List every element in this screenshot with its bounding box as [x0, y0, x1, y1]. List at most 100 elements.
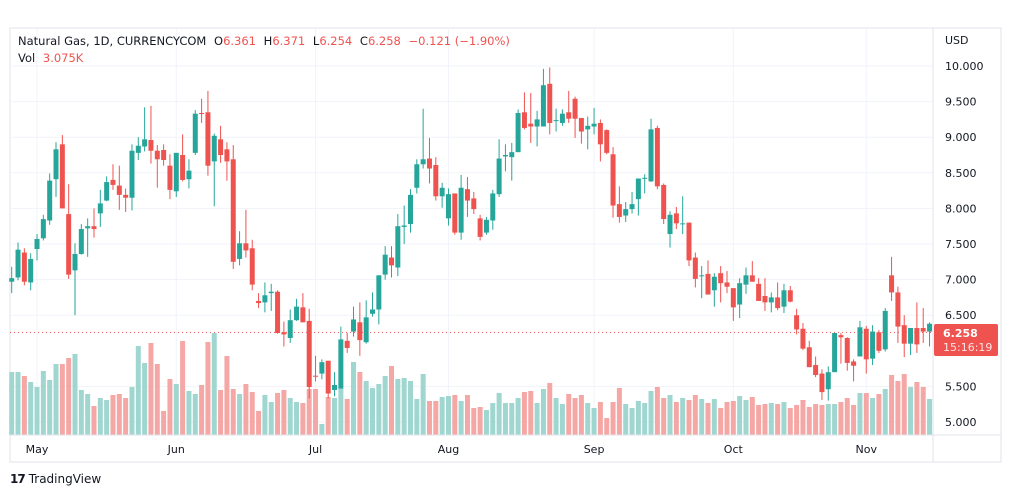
volume-bar [148, 343, 154, 435]
price-tick-label: 9.500 [945, 96, 977, 109]
volume-bar [908, 387, 914, 435]
time-axis[interactable]: May Jun Jul Aug Sep Oct Nov [26, 443, 878, 456]
tradingview-brand[interactable]: 17 TradingView [10, 472, 101, 486]
volume-bar [889, 375, 895, 435]
candle-body [28, 258, 34, 283]
candle [509, 142, 515, 181]
candle [547, 67, 553, 135]
candle [629, 192, 635, 214]
candle-body [154, 150, 160, 160]
candle-body [553, 120, 559, 122]
candle-body [148, 140, 154, 151]
candle [15, 242, 21, 281]
volume-bar [53, 364, 59, 435]
volume-bar [407, 381, 413, 435]
candle-body [332, 384, 338, 390]
volume-bar [673, 402, 679, 435]
candle [521, 92, 527, 130]
candle-body [91, 226, 97, 230]
candle-body [338, 339, 344, 389]
candle-body [737, 283, 743, 305]
month-tick-label: Sep [584, 443, 605, 456]
candle [572, 96, 578, 138]
candle [832, 333, 838, 373]
volume-bar [927, 399, 933, 435]
volume-bar [294, 402, 300, 435]
volume-bar [332, 398, 338, 435]
candle [59, 135, 65, 209]
candle-body [825, 372, 831, 390]
volume-bar [21, 376, 27, 435]
candle-body [237, 243, 243, 259]
candle-body [142, 139, 148, 147]
volume-bar [737, 396, 743, 435]
volume-bar [420, 374, 426, 435]
month-tick-label: Jun [167, 443, 185, 456]
candle-body [857, 327, 863, 357]
volume-bar [28, 382, 34, 435]
candle [407, 189, 413, 233]
candle [142, 107, 148, 152]
candle-body [838, 335, 844, 338]
volume-bar [161, 411, 167, 435]
candle [775, 282, 781, 311]
candle [825, 366, 831, 401]
candle [692, 252, 698, 288]
candle [610, 147, 616, 218]
candle [230, 145, 236, 269]
candle [673, 206, 679, 230]
volume-bar [743, 400, 749, 435]
volume-bar [211, 333, 217, 435]
volume-bar [129, 387, 135, 435]
volume-bar [40, 371, 46, 435]
volume-bar [648, 391, 654, 435]
candle-body [59, 144, 65, 209]
volume-bar [654, 387, 660, 435]
volume-bar [914, 382, 920, 435]
candle-body [673, 213, 679, 224]
candle [857, 320, 863, 357]
month-tick-label: May [26, 443, 49, 456]
candle-body [85, 226, 91, 229]
candle-body [78, 229, 84, 254]
candle-body [313, 375, 319, 377]
candle [623, 201, 629, 222]
volume-bar [882, 389, 888, 435]
candle [433, 157, 439, 201]
candle [661, 183, 667, 225]
candle [882, 308, 888, 352]
volume-bar [15, 372, 21, 435]
candle-body [585, 125, 591, 130]
currency-label: USD [945, 34, 969, 47]
volume-bar [180, 341, 186, 435]
volume-bar [718, 408, 724, 435]
volume-bars [9, 333, 933, 435]
change-value: −0.121 (−1.90%) [408, 34, 510, 48]
open-value: 6.361 [223, 34, 256, 48]
brand-name: TradingView [28, 472, 102, 486]
volume-bar [844, 398, 850, 435]
candle [186, 159, 192, 189]
candle [414, 159, 420, 194]
candle-body [420, 159, 426, 165]
candle-body [540, 85, 546, 127]
candle [889, 256, 895, 301]
volume-bar [768, 403, 774, 435]
candle [648, 118, 654, 183]
candle-body [186, 170, 192, 180]
volume-bar [585, 403, 591, 435]
candle-body [604, 130, 610, 153]
candle [851, 359, 857, 382]
candle [218, 125, 224, 163]
price-axis[interactable]: 10.000 9.500 9.000 8.500 8.000 7.500 7.000 6.50… [945, 60, 984, 429]
month-tick-label: Nov [856, 443, 878, 456]
month-tick-label: Aug [438, 443, 459, 456]
price-tick-label: 6.500 [945, 309, 977, 322]
candle [920, 308, 926, 343]
symbol-title[interactable]: Natural Gas, 1D, CURRENCYCOM [18, 34, 207, 48]
candle-body [34, 239, 40, 249]
candle-body [844, 337, 850, 363]
candle [711, 273, 717, 307]
volume-bar [395, 379, 401, 435]
